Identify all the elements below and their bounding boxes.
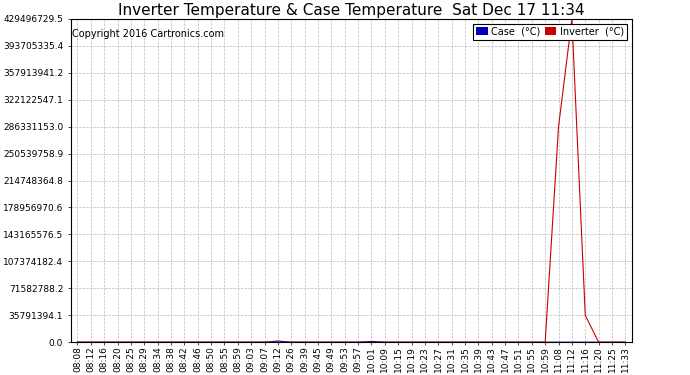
Case  (°C): [100, 340, 108, 344]
Inverter  (°C): [73, 340, 81, 344]
Case  (°C): [407, 340, 415, 344]
Case  (°C): [287, 340, 295, 344]
Case  (°C): [488, 340, 496, 344]
Inverter  (°C): [327, 340, 335, 344]
Inverter  (°C): [568, 17, 576, 21]
Case  (°C): [153, 340, 161, 344]
Case  (°C): [341, 340, 349, 344]
Inverter  (°C): [260, 340, 268, 344]
Case  (°C): [448, 340, 456, 344]
Inverter  (°C): [461, 340, 469, 344]
Inverter  (°C): [581, 313, 589, 318]
Inverter  (°C): [621, 340, 629, 344]
Inverter  (°C): [554, 124, 562, 129]
Title: Inverter Temperature & Case Temperature  Sat Dec 17 11:34: Inverter Temperature & Case Temperature …: [118, 3, 584, 18]
Case  (°C): [381, 340, 389, 344]
Case  (°C): [167, 340, 175, 344]
Case  (°C): [421, 340, 429, 344]
Inverter  (°C): [448, 340, 456, 344]
Case  (°C): [274, 339, 282, 343]
Inverter  (°C): [100, 340, 108, 344]
Inverter  (°C): [381, 340, 389, 344]
Case  (°C): [87, 340, 95, 344]
Case  (°C): [247, 340, 255, 344]
Case  (°C): [514, 340, 522, 344]
Case  (°C): [354, 340, 362, 344]
Inverter  (°C): [287, 340, 295, 344]
Case  (°C): [140, 340, 148, 344]
Case  (°C): [434, 340, 442, 344]
Case  (°C): [581, 340, 589, 344]
Inverter  (°C): [434, 340, 442, 344]
Case  (°C): [595, 340, 603, 344]
Line: Inverter  (°C): Inverter (°C): [77, 19, 625, 342]
Case  (°C): [180, 340, 188, 344]
Case  (°C): [260, 340, 268, 344]
Case  (°C): [194, 340, 202, 344]
Inverter  (°C): [367, 340, 375, 344]
Inverter  (°C): [528, 340, 536, 344]
Inverter  (°C): [341, 340, 349, 344]
Inverter  (°C): [421, 340, 429, 344]
Case  (°C): [127, 340, 135, 344]
Case  (°C): [568, 340, 576, 344]
Inverter  (°C): [608, 340, 616, 344]
Inverter  (°C): [407, 340, 415, 344]
Inverter  (°C): [541, 340, 549, 344]
Inverter  (°C): [194, 340, 202, 344]
Inverter  (°C): [180, 340, 188, 344]
Inverter  (°C): [167, 340, 175, 344]
Inverter  (°C): [514, 340, 522, 344]
Inverter  (°C): [595, 340, 603, 344]
Inverter  (°C): [474, 340, 482, 344]
Inverter  (°C): [501, 340, 509, 344]
Inverter  (°C): [87, 340, 95, 344]
Case  (°C): [327, 340, 335, 344]
Case  (°C): [234, 340, 242, 344]
Case  (°C): [394, 340, 402, 344]
Inverter  (°C): [220, 340, 228, 344]
Inverter  (°C): [394, 340, 402, 344]
Inverter  (°C): [301, 340, 309, 344]
Case  (°C): [113, 340, 121, 344]
Legend: Case  (°C), Inverter  (°C): Case (°C), Inverter (°C): [473, 24, 627, 40]
Case  (°C): [608, 340, 616, 344]
Inverter  (°C): [234, 340, 242, 344]
Inverter  (°C): [247, 340, 255, 344]
Inverter  (°C): [113, 340, 121, 344]
Case  (°C): [474, 340, 482, 344]
Case  (°C): [314, 340, 322, 344]
Case  (°C): [220, 340, 228, 344]
Inverter  (°C): [354, 340, 362, 344]
Case  (°C): [541, 340, 549, 344]
Inverter  (°C): [153, 340, 161, 344]
Line: Case  (°C): Case (°C): [77, 341, 625, 342]
Inverter  (°C): [488, 340, 496, 344]
Case  (°C): [207, 340, 215, 344]
Inverter  (°C): [127, 340, 135, 344]
Inverter  (°C): [207, 340, 215, 344]
Case  (°C): [528, 340, 536, 344]
Case  (°C): [461, 340, 469, 344]
Case  (°C): [554, 340, 562, 344]
Inverter  (°C): [274, 340, 282, 344]
Case  (°C): [501, 340, 509, 344]
Inverter  (°C): [140, 340, 148, 344]
Case  (°C): [301, 340, 309, 344]
Case  (°C): [73, 340, 81, 344]
Text: Copyright 2016 Cartronics.com: Copyright 2016 Cartronics.com: [72, 28, 224, 39]
Case  (°C): [367, 339, 375, 344]
Case  (°C): [621, 340, 629, 344]
Inverter  (°C): [314, 340, 322, 344]
